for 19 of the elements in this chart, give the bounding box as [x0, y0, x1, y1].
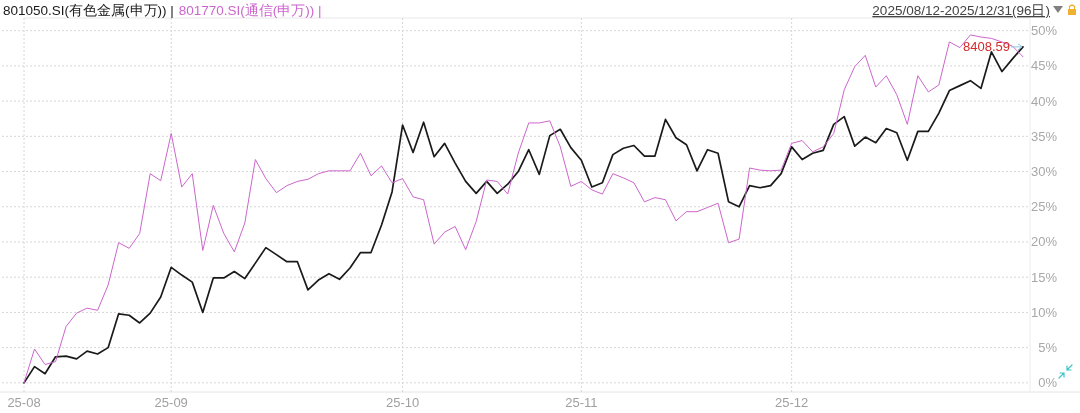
- legend: 801050.SI(有色金属(申万)) | 801770.SI(通信(申万)) |: [3, 3, 322, 18]
- y-tick-label: 40%: [1030, 93, 1058, 109]
- y-tick-label: 35%: [1030, 128, 1058, 144]
- x-tick-label: 25-08: [7, 395, 41, 410]
- x-tick-label: 25-10: [385, 395, 420, 410]
- y-tick-label: 45%: [1030, 58, 1058, 74]
- y-tick-label: 50%: [1030, 23, 1058, 39]
- x-tick-label: 25-11: [565, 395, 598, 410]
- y-tick-label: 15%: [1030, 269, 1058, 285]
- x-tick-label: 25-12: [775, 395, 809, 410]
- y-tick-label: 5%: [1038, 340, 1058, 356]
- y-tick-label: 0%: [1038, 375, 1058, 391]
- y-tick-label: 10%: [1030, 304, 1058, 320]
- x-tick-label: 25-09: [154, 395, 188, 410]
- y-tick-label: 25%: [1030, 199, 1058, 215]
- chart-subtitle: 2025/08/12-2025/12/31(96日): [872, 3, 1050, 18]
- annotation: 8408.59: [963, 39, 1010, 55]
- y-tick-label: 20%: [1030, 234, 1058, 250]
- y-tick-label: 30%: [1030, 164, 1058, 180]
